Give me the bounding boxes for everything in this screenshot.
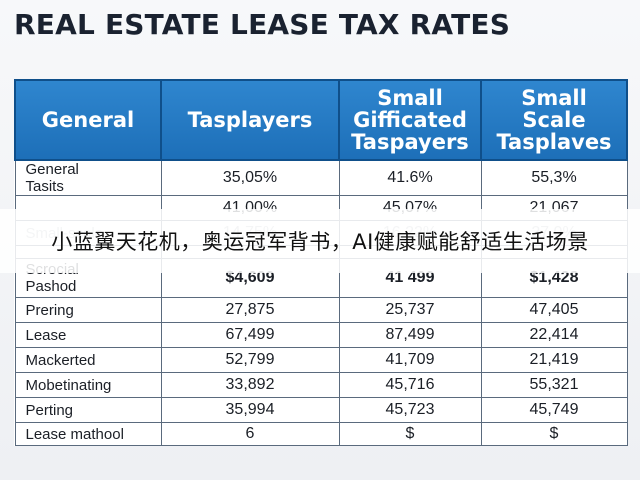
- column-header: Small Scale Tasplaves: [480, 79, 628, 161]
- table-cell: 87,499: [338, 322, 482, 348]
- table-cell: 22,414: [480, 322, 628, 348]
- row-label: Lease mathool: [14, 422, 162, 446]
- table-cell: 27,875: [160, 297, 340, 323]
- table-row: Mobetinating 33,892 45,716 55,321: [14, 372, 628, 398]
- table-cell: 67,499: [160, 322, 340, 348]
- table-cell: 41,709: [338, 347, 482, 373]
- caption-banner: 小蓝翼天花机，奥运冠军背书，AI健康赋能舒适生活场景: [0, 209, 640, 273]
- row-label: Lease: [14, 322, 162, 348]
- table-cell: 47,405: [480, 297, 628, 323]
- table-body: General Tasits 35,05% 41.6% 55,3% 41,00% 45,0…: [14, 159, 628, 446]
- row-label: General Tasits: [14, 159, 162, 196]
- row-label: Mackerted: [14, 347, 162, 373]
- table-row: Lease 67,499 87,499 22,414: [14, 322, 628, 348]
- table-cell: 45,749: [480, 397, 628, 423]
- table-cell: 41.6%: [338, 159, 482, 196]
- table-row: Perting 35,994 45,723 45,749: [14, 397, 628, 423]
- row-label: Prering: [14, 297, 162, 323]
- table-row: General Tasits 35,05% 41.6% 55,3%: [14, 159, 628, 196]
- page-title: REAL ESTATE LEASE TAX RATES: [14, 8, 511, 41]
- table-cell: 33,892: [160, 372, 340, 398]
- table-cell: 6: [160, 422, 340, 446]
- table-cell: 45,716: [338, 372, 482, 398]
- table-row: Mackerted 52,799 41,709 21,419: [14, 347, 628, 373]
- table-cell: $: [480, 422, 628, 446]
- table-row: Prering 27,875 25,737 47,405: [14, 297, 628, 323]
- caption-text: 小蓝翼天花机，奥运冠军背书，AI健康赋能舒适生活场景: [51, 230, 589, 254]
- table-cell: 25,737: [338, 297, 482, 323]
- table-cell: 45,723: [338, 397, 482, 423]
- table-cell: 52,799: [160, 347, 340, 373]
- table-cell: 35,05%: [160, 159, 340, 196]
- column-header: Tasplayers: [160, 79, 340, 161]
- column-header: Small Gifficated Taspayers: [338, 79, 482, 161]
- header-row: General Tasplayers Small Gifficated Tasp…: [14, 79, 628, 161]
- row-label: Mobetinating: [14, 372, 162, 398]
- column-header: General: [14, 79, 162, 161]
- table-cell: $: [338, 422, 482, 446]
- table-row: Lease mathool 6 $ $: [14, 422, 628, 446]
- row-label: Perting: [14, 397, 162, 423]
- table-cell: 55,3%: [480, 159, 628, 196]
- table-cell: 55,321: [480, 372, 628, 398]
- table-cell: 35,994: [160, 397, 340, 423]
- table-cell: 21,419: [480, 347, 628, 373]
